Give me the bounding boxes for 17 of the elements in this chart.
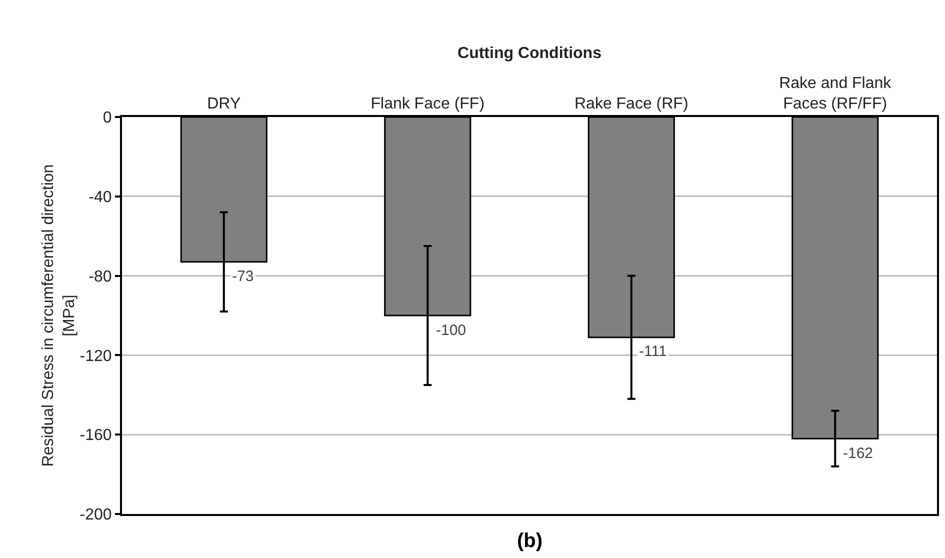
y-axis-title: Residual Stress in circumferential direction [MPa] [40, 164, 78, 467]
data-label: -111 [639, 343, 667, 360]
y-tick-label: -40 [88, 189, 112, 206]
x-tick-label: DRY [207, 96, 241, 113]
data-label: -100 [436, 322, 466, 339]
y-tick-label: -160 [80, 427, 112, 444]
y-tick-label: -120 [80, 348, 112, 365]
y-tick-label: -200 [80, 506, 112, 524]
x-tick-label: Flank Face (FF) [370, 96, 485, 113]
data-label: -162 [843, 445, 874, 462]
y-tick-label: 0 [102, 110, 112, 127]
text: (b) [517, 530, 543, 552]
x-axis-title: Cutting Conditions [458, 45, 602, 62]
data-label: -73 [232, 268, 254, 285]
y-tick-label: -80 [88, 268, 112, 286]
x-tick-label: Rake and Flank Faces (RF/FF) [779, 74, 892, 113]
x-tick-label: Rake Face (RF) [574, 96, 688, 113]
